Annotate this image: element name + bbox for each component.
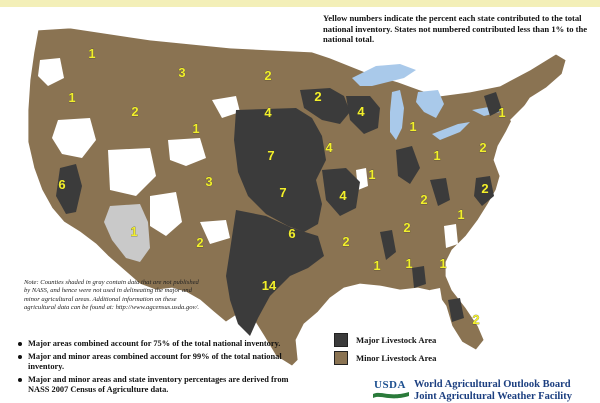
- state-percent-label: 2: [131, 104, 138, 119]
- unpublished-area: [104, 204, 150, 262]
- legend-minor: Minor Livestock Area: [334, 351, 494, 365]
- state-percent-label: 1: [405, 256, 412, 271]
- state-percent-label: 2: [479, 140, 486, 155]
- state-percent-label: 7: [267, 148, 274, 163]
- top-band: [0, 0, 600, 7]
- legend-major: Major Livestock Area: [334, 333, 494, 347]
- bullet-item: Major and minor areas combined account f…: [14, 352, 304, 372]
- state-percent-label: 6: [288, 226, 295, 241]
- state-percent-label: 1: [373, 258, 380, 273]
- lake-michigan: [390, 90, 404, 140]
- state-percent-label: 1: [368, 167, 375, 182]
- state-percent-label: 3: [178, 65, 185, 80]
- state-percent-label: 2: [342, 234, 349, 249]
- data-note: Note: Counties shaded in gray contain da…: [24, 279, 199, 312]
- state-percent-label: 1: [433, 148, 440, 163]
- lake-erie: [432, 122, 470, 140]
- state-percent-label: 6: [58, 177, 65, 192]
- state-percent-label: 2: [403, 220, 410, 235]
- state-percent-label: 2: [314, 89, 321, 104]
- state-percent-label: 4: [339, 188, 347, 203]
- state-percent-label: 4: [325, 140, 333, 155]
- major-livestock-areas: [56, 88, 502, 336]
- legend-swatch-major: [334, 333, 348, 347]
- usda-logo-text: USDA: [374, 379, 406, 391]
- state-percent-label: 1: [439, 256, 446, 271]
- legend-label-major: Major Livestock Area: [356, 335, 437, 345]
- state-percent-label: 4: [264, 105, 272, 120]
- bullet-item: Major areas combined account for 75% of …: [14, 339, 304, 349]
- org-line: World Agricultural Outlook Board: [414, 379, 571, 390]
- state-percent-label: 1: [88, 46, 95, 61]
- state-percent-label: 1: [409, 119, 416, 134]
- summary-bullets: Major areas combined account for 75% of …: [14, 339, 304, 398]
- state-percent-label: 7: [279, 185, 286, 200]
- map-legend-note: Yellow numbers indicate the percent each…: [323, 13, 588, 44]
- org-line: Joint Agricultural Weather Facility: [414, 391, 572, 402]
- organization-block: World Agricultural Outlook Board Joint A…: [414, 379, 572, 403]
- legend-label-minor: Minor Livestock Area: [356, 353, 437, 363]
- state-percent-label: 2: [196, 235, 203, 250]
- bullet-item: Major and minor areas and state inventor…: [14, 375, 304, 395]
- state-percent-label: 2: [420, 192, 427, 207]
- non-agricultural-areas: [38, 58, 534, 302]
- state-percent-label: 4: [357, 104, 365, 119]
- state-percent-label: 14: [262, 278, 277, 293]
- legend-swatch-minor: [334, 351, 348, 365]
- lake-superior: [352, 64, 416, 86]
- state-percent-label: 2: [264, 68, 271, 83]
- state-percent-label: 1: [498, 105, 505, 120]
- state-percent-label: 2: [481, 181, 488, 196]
- state-percent-label: 2: [472, 312, 479, 327]
- state-percent-label: 1: [457, 207, 464, 222]
- usda-logo: [373, 392, 409, 399]
- state-percent-label: 1: [68, 90, 75, 105]
- state-percent-label: 1: [130, 224, 137, 239]
- state-percent-label: 1: [192, 121, 199, 136]
- lake-huron: [416, 90, 444, 118]
- state-percent-label: 3: [205, 174, 212, 189]
